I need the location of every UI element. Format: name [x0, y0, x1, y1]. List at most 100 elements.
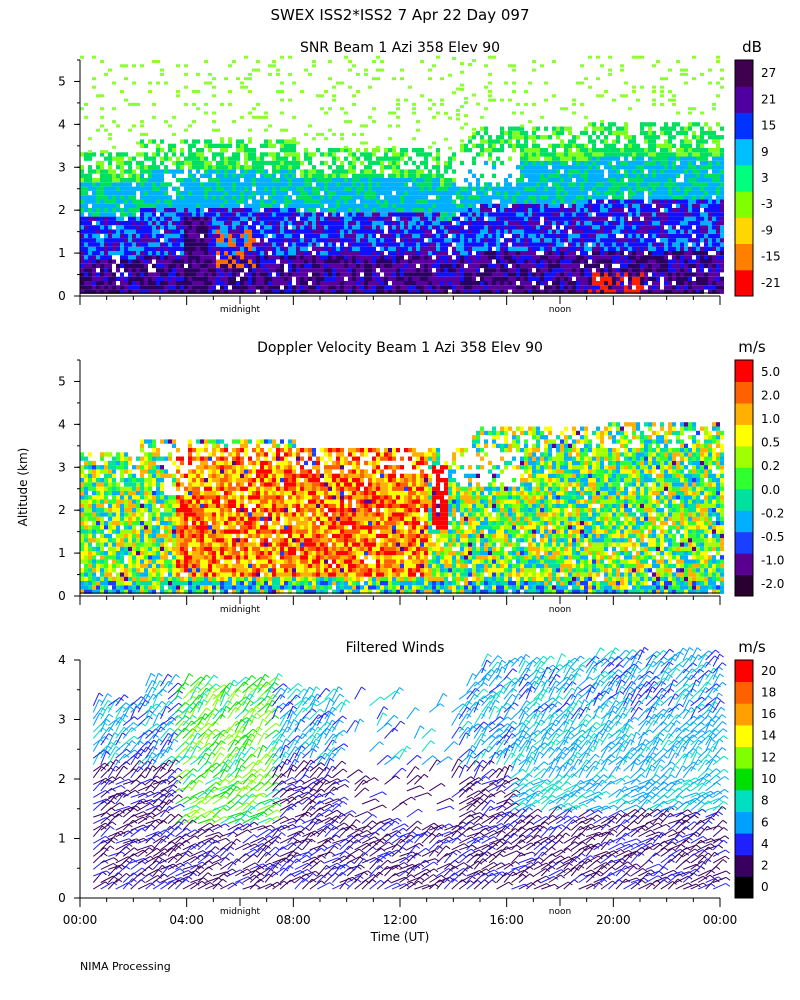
colorbar-tick-label: -1.0: [761, 554, 784, 568]
colorbar-swatch: [735, 811, 753, 834]
y-tick-label: 4: [58, 117, 66, 131]
colorbar-tick-label: -2.0: [761, 577, 784, 591]
x-tick-label: 08:00: [276, 913, 311, 927]
time-marker-midnight: midnight: [220, 907, 261, 917]
colorbar-tick-label: -0.5: [761, 530, 784, 544]
x-tick-label: 04:00: [169, 913, 204, 927]
doppler-title: Doppler Velocity Beam 1 Azi 358 Elev 90: [257, 340, 543, 356]
colorbar-swatch: [735, 553, 753, 576]
y-tick-label: 3: [58, 460, 66, 474]
colorbar-swatch: [735, 574, 753, 597]
colorbar-tick-label: 14: [761, 729, 776, 743]
y-tick-label: 2: [58, 503, 66, 517]
winds-title: Filtered Winds: [346, 640, 445, 656]
snr-title: SNR Beam 1 Azi 358 Elev 90: [300, 40, 500, 56]
colorbar-swatch: [735, 488, 753, 511]
colorbar-tick-label: -0.2: [761, 506, 784, 520]
footer-note: NIMA Processing: [80, 960, 171, 973]
colorbar-swatch: [735, 86, 753, 113]
colorbar-tick-label: 0.5: [761, 436, 780, 450]
doppler-colorbar: 5.0 2.0 1.0 0.5 0.2 0.0 -0.2 -0.5 -1.0 -2.0 m/s: [734, 338, 784, 597]
colorbar-swatch: [735, 360, 753, 382]
colorbar-swatch: [735, 768, 753, 791]
time-marker-noon: noon: [549, 907, 571, 917]
colorbar-tick-label: 5.0: [761, 365, 780, 379]
y-tick-label: 1: [58, 832, 66, 846]
doppler-panel: Doppler Velocity Beam 1 Azi 358 Elev 90 …: [58, 338, 784, 615]
x-axis-label: Time (UT): [370, 930, 430, 944]
y-tick-label: 5: [58, 74, 66, 88]
colorbar-tick-label: 0: [761, 880, 769, 894]
colorbar-swatch: [735, 424, 753, 447]
colorbar-swatch: [735, 789, 753, 812]
colorbar-tick-label: 21: [761, 92, 776, 106]
colorbar-frame: [734, 59, 754, 297]
colorbar-tick-label: 2: [761, 859, 769, 873]
colorbar-tick-label: 15: [761, 119, 776, 133]
colorbar-swatch: [735, 138, 753, 166]
y-tick-label: 2: [58, 772, 66, 786]
colorbar-tick-label: 6: [761, 815, 769, 829]
colorbar-tick-label: 1.0: [761, 412, 780, 426]
time-marker-noon: noon: [549, 305, 571, 315]
colorbar-tick-label: 8: [761, 794, 769, 808]
colorbar-tick-label: -21: [761, 276, 781, 290]
colorbar-swatch: [735, 467, 753, 490]
colorbar-swatch: [735, 164, 753, 192]
x-tick-label: 12:00: [383, 913, 418, 927]
colorbar-units: dB: [742, 38, 762, 56]
colorbar-swatch: [735, 746, 753, 769]
colorbar-swatch: [735, 402, 753, 425]
colorbar-tick-label: -3: [761, 197, 773, 211]
colorbar-swatch: [735, 191, 753, 218]
colorbar-swatch: [735, 724, 753, 747]
colorbar-tick-label: 10: [761, 772, 776, 786]
colorbar-tick-label: 0.2: [761, 459, 780, 473]
y-tick-label: 0: [58, 891, 66, 905]
y-tick-label: 0: [58, 589, 66, 603]
y-tick-label: 4: [58, 653, 66, 667]
colorbar-swatch: [735, 381, 753, 404]
figure-title: SWEX ISS2*ISS2 7 Apr 22 Day 097: [270, 6, 529, 24]
colorbar-swatch: [735, 833, 753, 856]
colorbar-tick-label: 16: [761, 707, 776, 721]
time-marker-noon: noon: [549, 605, 571, 615]
colorbar-tick-label: 20: [761, 664, 776, 678]
snr-axes: 0 1 2 3 4 5 midnight noon: [58, 59, 721, 315]
y-tick-label: 4: [58, 417, 66, 431]
y-tick-label: 1: [58, 546, 66, 560]
y-tick-label: 1: [58, 246, 66, 260]
colorbar-tick-label: 27: [761, 66, 776, 80]
x-tick-label: 00:00: [703, 913, 738, 927]
colorbar-tick-label: 18: [761, 686, 776, 700]
colorbar-frame: [734, 359, 754, 597]
winds-field: [92, 646, 731, 890]
y-tick-label: 2: [58, 203, 66, 217]
colorbar-units: m/s: [738, 638, 766, 656]
colorbar-tick-label: 9: [761, 145, 769, 159]
doppler-field: [80, 422, 724, 594]
snr-field: [80, 55, 724, 294]
x-tick-label: 20:00: [596, 913, 631, 927]
y-tick-label: 3: [58, 160, 66, 174]
colorbar-swatch: [735, 112, 753, 140]
colorbar-swatch: [735, 243, 753, 271]
colorbar-tick-label: 3: [761, 171, 769, 185]
colorbar-swatch: [735, 703, 753, 726]
colorbar-swatch: [735, 876, 753, 899]
colorbar-tick-label: -9: [761, 223, 773, 237]
colorbar-tick-label: 4: [761, 837, 769, 851]
winds-axes: 0 1 2 3 4 midnight noon 00:00 04:00 08:00 12:00 16:…: [58, 653, 737, 927]
colorbar-units: m/s: [738, 338, 766, 356]
colorbar-swatch: [735, 445, 753, 468]
y-tick-label: 0: [58, 289, 66, 303]
x-tick-label: 00:00: [63, 913, 98, 927]
colorbar-swatch: [735, 531, 753, 554]
y-tick-label: 5: [58, 374, 66, 388]
colorbar-swatch: [735, 60, 753, 87]
colorbar-swatch: [735, 269, 753, 297]
time-marker-midnight: midnight: [220, 305, 261, 315]
